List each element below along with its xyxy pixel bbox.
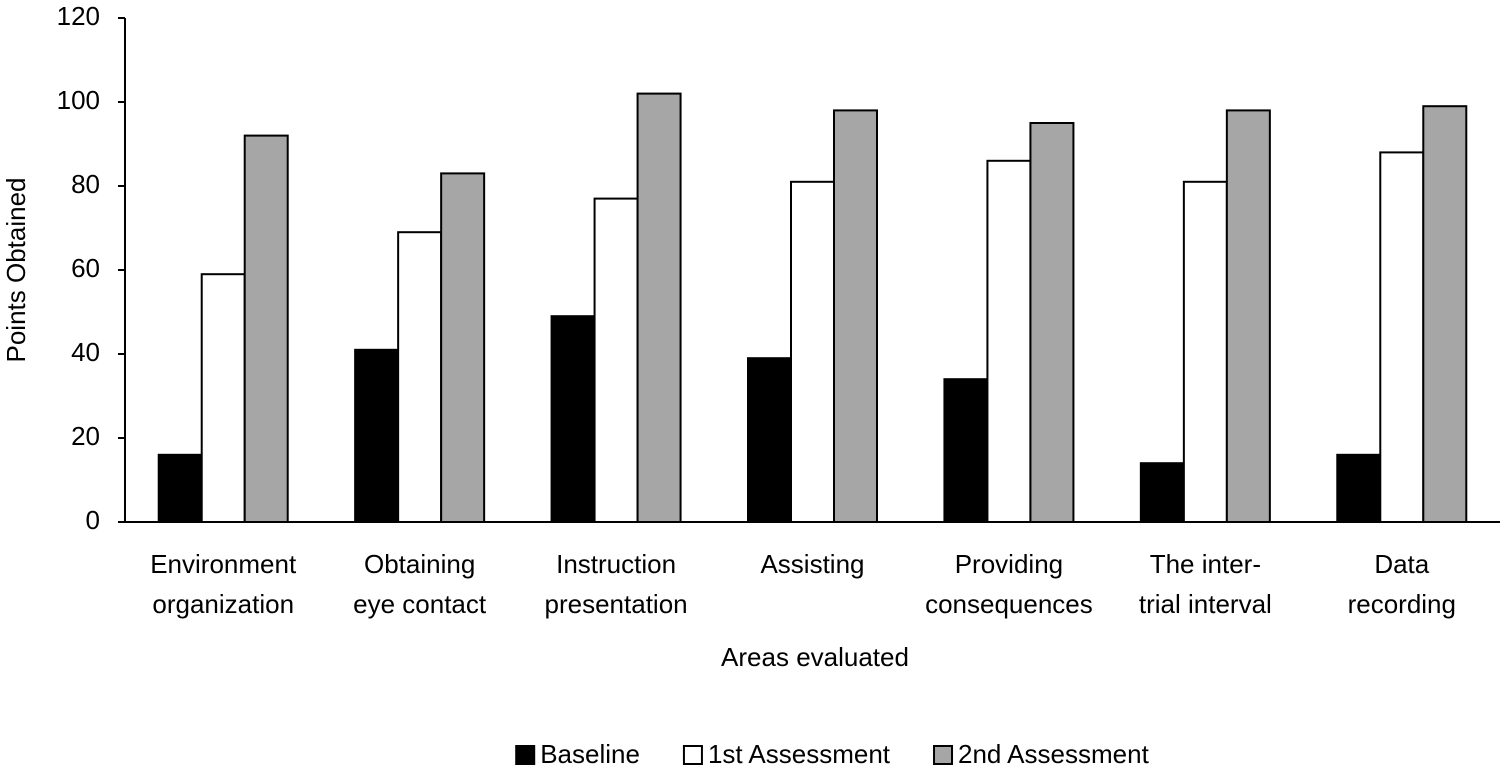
legend-swatch [515, 745, 536, 765]
x-tick-label: Environment [150, 549, 297, 579]
y-tick-label: 0 [86, 505, 100, 535]
legend-label: 2nd Assessment [958, 739, 1150, 769]
y-tick-label: 100 [57, 85, 100, 115]
y-tick-label: 20 [71, 421, 100, 451]
x-tick-label: Obtaining [364, 549, 475, 579]
bar [1336, 453, 1382, 523]
bar [943, 378, 989, 524]
bar [157, 453, 203, 523]
bar [243, 134, 289, 523]
bar [593, 197, 639, 523]
x-tick-label: The inter- [1150, 549, 1261, 579]
legend-label: Baseline [540, 739, 640, 769]
legend-label: 1st Assessment [708, 739, 891, 769]
x-tick-label: presentation [545, 589, 688, 619]
x-tick-label: consequences [925, 589, 1093, 619]
x-tick-label: Data [1374, 549, 1429, 579]
bar [397, 231, 443, 523]
bar [790, 180, 835, 524]
x-tick-label: recording [1348, 589, 1456, 619]
y-tick-label: 60 [71, 253, 100, 283]
x-tick-label: organization [152, 589, 294, 619]
legend-swatch [682, 745, 703, 765]
bar [1139, 462, 1185, 524]
x-tick-label: trial interval [1139, 589, 1272, 619]
y-tick-label: 80 [71, 169, 100, 199]
bar [1029, 122, 1075, 523]
bar [1379, 151, 1425, 523]
bar [1182, 180, 1228, 524]
y-tick-label: 120 [57, 1, 100, 31]
bar [550, 315, 596, 524]
bar [354, 348, 400, 523]
bar [200, 273, 246, 524]
legend-swatch [933, 745, 954, 765]
bar [986, 159, 1032, 524]
bar [747, 357, 792, 524]
y-tick-label: 40 [71, 337, 100, 367]
x-axis-title: Areas evaluated [721, 642, 909, 672]
x-tick-label: Providing [955, 549, 1063, 579]
y-axis-title: Points Obtained [1, 177, 31, 362]
x-tick-label: Instruction [556, 549, 676, 579]
bar [833, 109, 878, 524]
bar [636, 92, 682, 523]
x-tick-label: Assisting [760, 549, 864, 579]
bar [440, 172, 486, 523]
bar [1422, 105, 1468, 523]
bar [1225, 109, 1271, 524]
x-tick-label: eye contact [353, 589, 487, 619]
